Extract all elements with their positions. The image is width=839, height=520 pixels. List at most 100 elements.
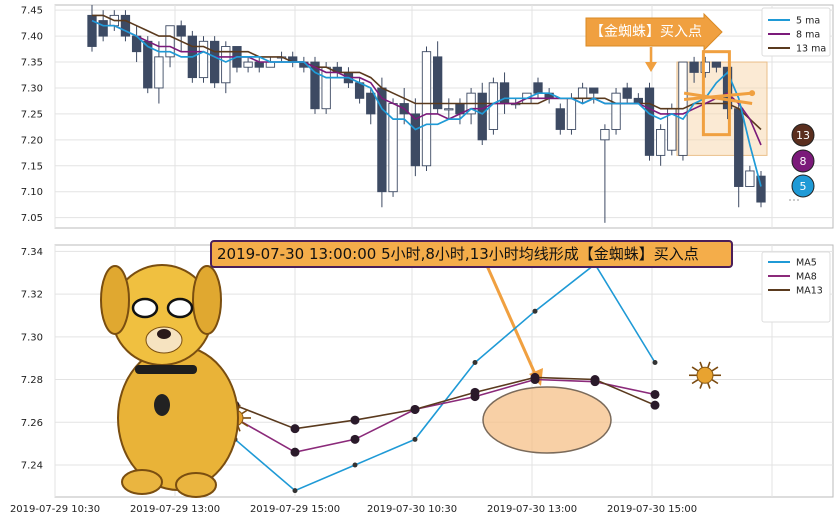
dog-paw <box>175 472 217 498</box>
candle-down <box>176 25 186 37</box>
bottom-y-tick-label: 7.26 <box>21 418 43 429</box>
candle-down <box>410 113 420 167</box>
candle-down <box>120 14 131 37</box>
series-point-ma13 <box>410 404 420 414</box>
candle-up <box>700 61 710 73</box>
bottom-x-tick-label: 2019-07-30 13:00 <box>487 504 577 515</box>
candle-down <box>644 87 655 156</box>
candle-down <box>98 20 108 37</box>
candle-down <box>533 82 543 94</box>
series-line-ma13 <box>234 376 656 430</box>
buy-arrow-line <box>683 91 753 106</box>
candle-up <box>611 92 621 130</box>
series-line-ma8 <box>234 378 656 454</box>
dog-ear <box>100 265 130 335</box>
candle-up <box>566 97 577 130</box>
bottom-legend-box <box>761 251 831 323</box>
dog-eye <box>131 297 159 319</box>
dog-muzzle <box>145 326 183 354</box>
top-legend-label: 13 ma <box>796 44 826 55</box>
candle-down <box>254 61 264 68</box>
buy-point-annotation-label: 【金蜘蛛】买入点 <box>590 24 702 40</box>
bottom-x-tick-label: 2019-07-29 15:00 <box>250 504 340 515</box>
ma-end-badge-label: 13 <box>796 129 810 142</box>
candle-down <box>622 87 632 99</box>
bottom-y-tick-label: 7.34 <box>21 247 43 258</box>
ma-end-badge-label: 8 <box>800 155 807 168</box>
buy-arrow-dot <box>749 90 756 97</box>
candle-up <box>243 61 253 68</box>
series-point-ma8 <box>290 447 300 457</box>
candle-down <box>555 108 565 130</box>
ma-end-badge-label: 5 <box>800 180 807 193</box>
bottom-y-tick-label: 7.24 <box>21 460 43 471</box>
top-y-tick-label: 7.25 <box>21 109 43 120</box>
candle-up <box>221 46 231 84</box>
top-legend-label: 8 ma <box>796 30 820 41</box>
series-point-ma13 <box>470 387 480 397</box>
candle-up <box>656 129 666 156</box>
candle-up <box>745 170 755 187</box>
series-point-ma5 <box>352 462 358 468</box>
series-point-ma13 <box>650 400 660 410</box>
candle-down <box>734 108 744 187</box>
candle-down <box>756 175 766 203</box>
candle-up <box>577 87 588 99</box>
chart-title-banner: 2019-07-30 13:00:00 5小时,8小时,13小时均线形成【金蜘蛛… <box>210 240 733 268</box>
bottom-x-tick-label: 2019-07-29 13:00 <box>130 504 220 515</box>
candle-down <box>87 14 97 47</box>
series-point-ma5 <box>292 488 298 494</box>
top-y-tick-label: 7.40 <box>21 32 43 43</box>
dog-paw <box>121 469 163 495</box>
ma13-line <box>92 14 762 131</box>
candle-down <box>589 87 599 94</box>
series-point-ma8 <box>350 434 360 444</box>
bottom-x-tick-label: 2019-07-30 10:30 <box>367 504 457 515</box>
buy-arrow-line <box>683 91 753 102</box>
spider-right-icon <box>689 361 721 389</box>
candle-down <box>366 92 376 115</box>
series-point-ma13 <box>350 415 360 425</box>
candle-down <box>722 66 733 110</box>
candle-up <box>154 56 164 89</box>
candle-down <box>689 61 699 73</box>
candle-up <box>600 129 610 141</box>
candle-down <box>209 40 220 84</box>
dog-eye <box>166 297 194 319</box>
spider-body <box>696 366 714 384</box>
candle-up <box>421 51 432 167</box>
ma-end-badge <box>791 123 815 147</box>
top-y-tick-label: 7.05 <box>21 213 43 224</box>
dog-collar <box>135 365 197 374</box>
series-point-ma13 <box>290 424 300 434</box>
bottom-y-tick-label: 7.30 <box>21 332 43 343</box>
bottom-legend-label: MA5 <box>796 258 817 269</box>
ma5-line <box>91 19 762 187</box>
series-point-ma5 <box>412 436 418 442</box>
candle-down <box>310 61 320 110</box>
bottom-legend-label: MA8 <box>796 272 817 283</box>
series-point-ma5 <box>472 359 478 365</box>
crossover-arrow <box>478 249 538 377</box>
series-point-ma13 <box>530 372 540 382</box>
top-y-tick-label: 7.20 <box>21 135 43 146</box>
ma-end-badge <box>791 174 815 198</box>
dog-spider-emblem <box>154 394 170 416</box>
buy-point-box <box>701 50 731 137</box>
candle-down <box>477 92 487 141</box>
crossover-ellipse <box>482 386 612 454</box>
candle-up <box>444 108 454 111</box>
top-y-tick-label: 7.10 <box>21 187 43 198</box>
dog-ear <box>192 265 222 335</box>
spider-dog-mascot-icon <box>100 264 239 498</box>
ma-end-badge <box>791 149 815 173</box>
bottom-legend-label: MA13 <box>796 286 823 297</box>
dog-nose <box>157 329 171 339</box>
candle-up <box>165 25 175 58</box>
series-point-ma5 <box>652 359 658 365</box>
candle-down <box>433 56 443 110</box>
series-point-ma5 <box>532 308 538 314</box>
top-legend: 5 ma 8 ma 13 ma <box>761 7 831 57</box>
bottom-legend: MA5 MA8 MA13 <box>761 251 831 323</box>
